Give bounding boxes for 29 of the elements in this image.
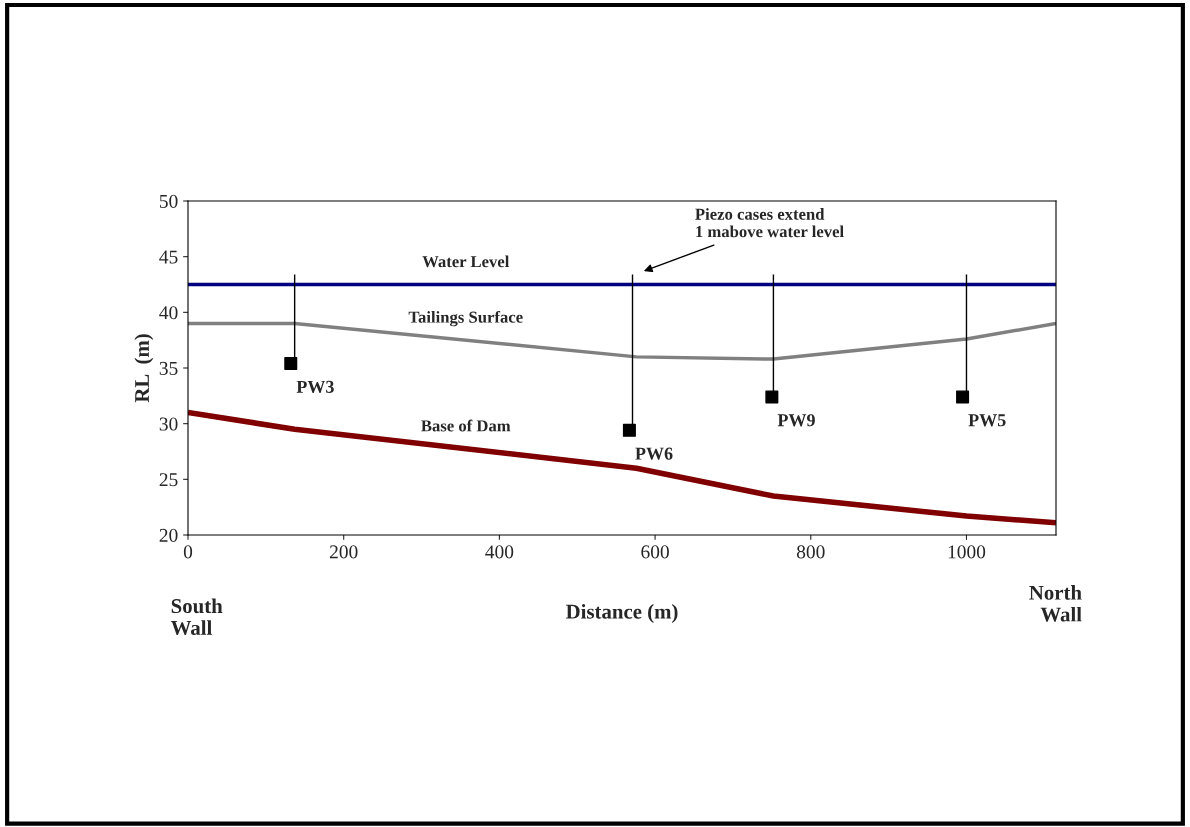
y-tick-label: 20 xyxy=(159,528,178,542)
annotation: PW5 xyxy=(968,414,1006,427)
annotation: Piezo cases extend 1 mabove water level xyxy=(695,208,844,238)
point xyxy=(622,423,636,437)
series-label: Base of Dam xyxy=(421,419,511,432)
x-tick-label: 1000 xyxy=(948,545,986,559)
series-label: Water Level xyxy=(422,255,510,268)
text: South Wall xyxy=(170,598,223,636)
y-tick-label: 45 xyxy=(159,250,178,264)
x-tick-label: 800 xyxy=(796,545,825,559)
x-tick-label: 600 xyxy=(641,545,669,559)
y-tick-label: 25 xyxy=(159,473,178,487)
point xyxy=(765,390,779,404)
y-tick-label: 35 xyxy=(159,361,178,375)
annotation: PW9 xyxy=(777,414,815,427)
y-tick-label: 40 xyxy=(159,306,178,320)
point xyxy=(284,357,298,371)
x-tick-label: 200 xyxy=(329,545,358,559)
text: North Wall xyxy=(1029,585,1082,622)
point xyxy=(956,390,970,404)
x-tick-label: 400 xyxy=(485,545,514,559)
y-tick-label: 30 xyxy=(159,417,178,431)
y-tick-label: 50 xyxy=(159,194,178,208)
annotation: PW3 xyxy=(296,380,334,394)
series-label: Tailings Surface xyxy=(408,310,523,327)
x-axis-title: Distance (m) xyxy=(565,604,678,623)
annotation: PW6 xyxy=(635,447,673,460)
y-axis-title: RL (m) xyxy=(134,334,154,403)
x-tick-label: 0 xyxy=(183,545,193,559)
